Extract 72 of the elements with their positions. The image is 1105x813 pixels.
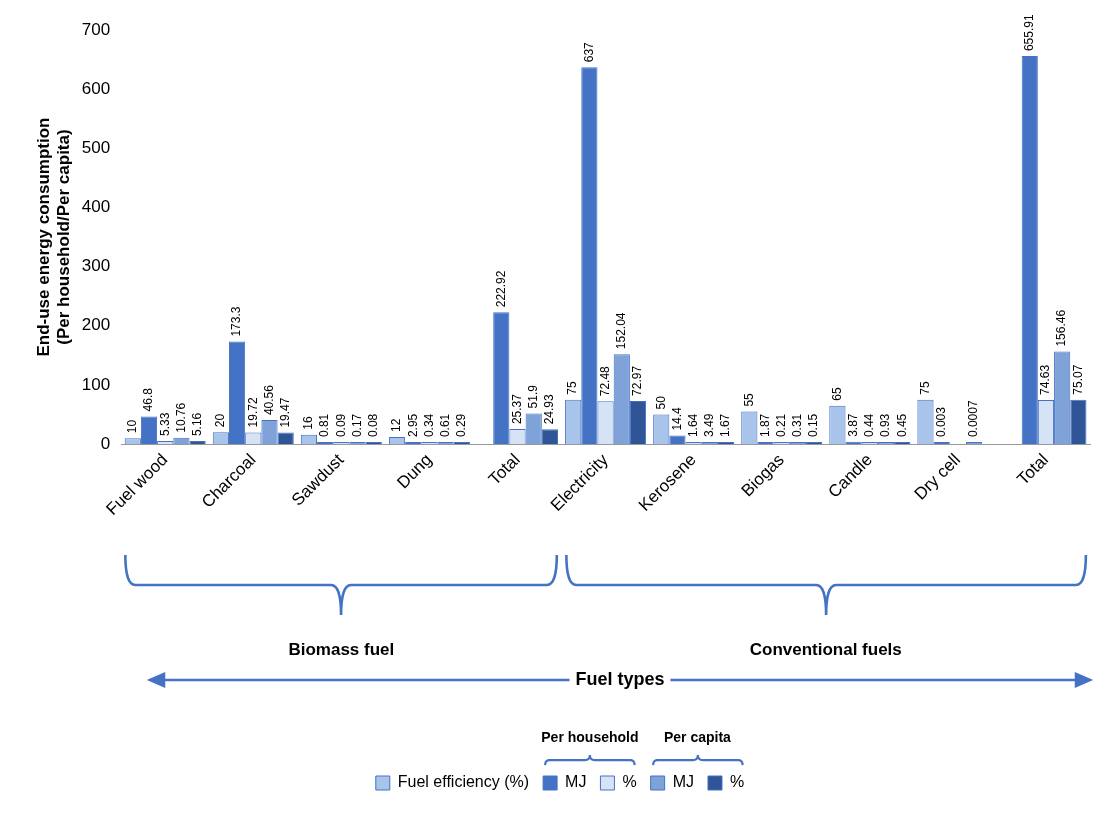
data-label: 5.16 [189, 412, 204, 437]
data-label: 655.91 [1022, 14, 1037, 52]
data-label: 3.87 [845, 413, 860, 437]
data-label: 65 [829, 386, 844, 401]
data-label: 72.48 [597, 365, 612, 397]
data-label: 1.67 [718, 413, 733, 438]
y-axis-title: End-use energy consumption (Per household/Per capita) [33, 117, 74, 357]
y-tick-label: 500 [81, 138, 111, 158]
legend-label: Fuel efficiency (%) [397, 773, 530, 791]
data-label: 0.45 [894, 413, 909, 438]
data-label: 0.09 [333, 413, 348, 438]
data-label: 75.07 [1070, 364, 1085, 395]
data-label: 50 [653, 395, 668, 410]
y-tick-label: 200 [81, 315, 111, 335]
data-label: 75 [565, 381, 580, 395]
text: Biomass fuel [282, 640, 401, 660]
data-label: 40.56 [261, 384, 276, 416]
data-label: 152.04 [614, 312, 629, 350]
y-tick-label: 600 [81, 78, 111, 98]
data-label: 12 [389, 418, 404, 433]
legend-label: % [729, 773, 745, 791]
data-label: 46.8 [141, 387, 156, 412]
data-label: 0.29 [454, 413, 469, 438]
data-label: 5.33 [157, 412, 172, 436]
y-tick-label: 700 [81, 19, 111, 39]
data-label: 19.47 [278, 397, 292, 428]
data-label: 51.9 [526, 384, 541, 409]
data-label: 19.72 [245, 397, 260, 428]
data-label: 2.95 [405, 413, 420, 438]
data-label: 0.17 [349, 413, 364, 438]
data-label: 0.0007 [966, 400, 981, 438]
data-label: 0.21 [774, 413, 789, 438]
data-label: 14.4 [669, 406, 684, 431]
y-tick-label: 100 [81, 374, 111, 394]
data-label: 10.76 [173, 402, 188, 433]
data-label: 0.003 [933, 406, 948, 438]
data-label: 16 [301, 415, 316, 430]
data-label: 72.97 [630, 365, 645, 396]
data-label: 24.93 [542, 394, 557, 425]
data-label: 1.87 [757, 413, 772, 438]
data-label: 75 [917, 381, 932, 395]
y-tick-label: 400 [81, 197, 111, 217]
text: Conventional fuels [743, 640, 908, 660]
data-label: 0.44 [862, 413, 877, 438]
data-label: 55 [741, 392, 756, 407]
data-label: 173.3 [229, 306, 244, 337]
data-label: 10 [125, 419, 140, 434]
data-label: 20 [213, 413, 228, 428]
y-tick-label: 0 [100, 433, 111, 453]
data-label: 0.81 [317, 413, 332, 438]
bar [228, 341, 246, 445]
legend-label: MJ [565, 773, 587, 791]
data-label: 156.46 [1054, 309, 1069, 347]
data-label: 3.49 [702, 413, 717, 438]
data-label: 25.37 [509, 393, 524, 425]
text: Per household [535, 729, 645, 745]
data-label: 0.61 [437, 413, 452, 438]
data-label: 0.31 [790, 413, 805, 438]
y-tick-label: 300 [81, 256, 111, 276]
data-label: 1.64 [685, 413, 700, 438]
x-tick-label: Dry cell [910, 450, 965, 504]
data-label: 0.08 [366, 413, 381, 438]
data-label: 637 [581, 41, 596, 63]
legend-label: % [622, 773, 637, 791]
legend-label: MJ [672, 773, 694, 791]
data-label: 222.92 [493, 270, 508, 308]
data-label: 0.34 [421, 413, 436, 438]
data-label: 0.15 [806, 413, 821, 438]
data-label: 74.63 [1038, 364, 1053, 395]
text: Per capita [657, 729, 737, 745]
text: Fuel types [569, 669, 671, 690]
data-label: 0.93 [878, 413, 893, 438]
